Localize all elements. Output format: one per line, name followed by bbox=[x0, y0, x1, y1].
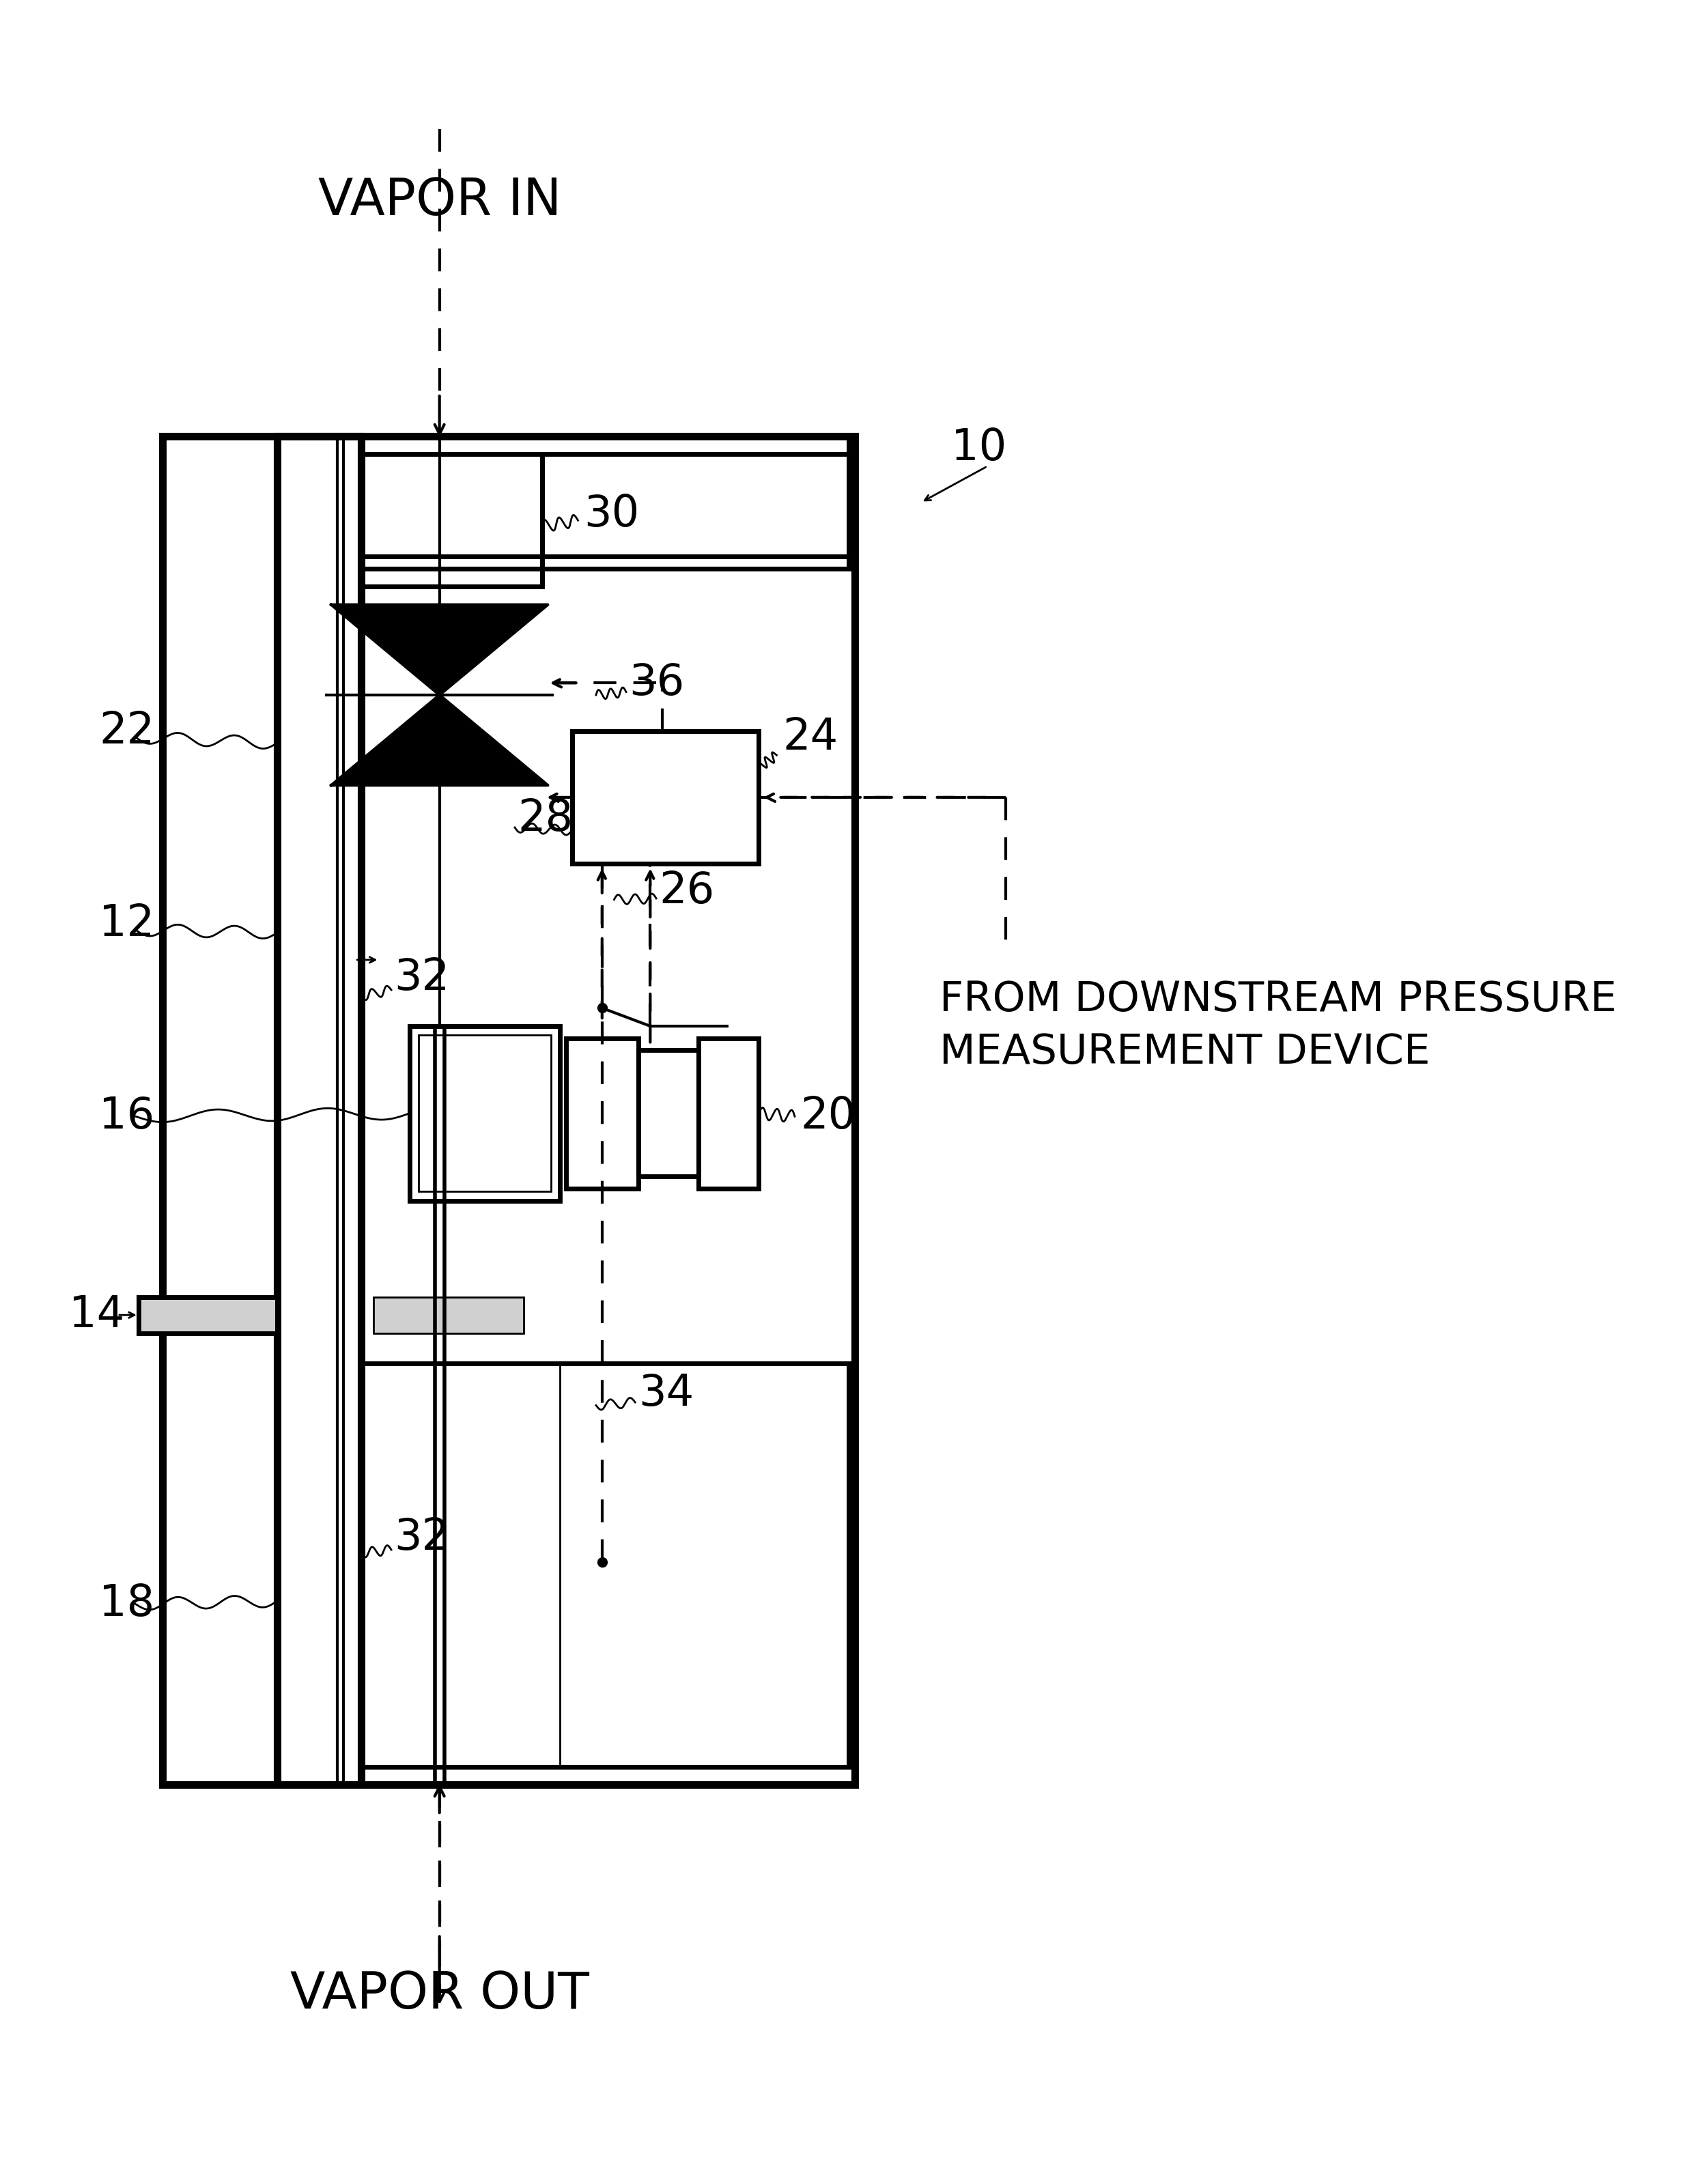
Bar bbox=[698, 1037, 758, 1188]
Bar bbox=[361, 1363, 849, 1767]
Text: 14: 14 bbox=[69, 1293, 124, 1337]
Text: FROM DOWNSTREAM PRESSURE
MEASUREMENT DEVICE: FROM DOWNSTREAM PRESSURE MEASUREMENT DEV… bbox=[940, 978, 1617, 1072]
Bar bbox=[361, 454, 849, 568]
Text: 36: 36 bbox=[629, 662, 684, 703]
Text: 24: 24 bbox=[783, 716, 839, 758]
Text: 10: 10 bbox=[951, 428, 1007, 470]
Text: 30: 30 bbox=[583, 494, 639, 535]
Bar bbox=[410, 1026, 560, 1201]
Polygon shape bbox=[331, 605, 548, 695]
Bar bbox=[373, 1297, 524, 1332]
Bar bbox=[566, 1037, 639, 1188]
Text: 12: 12 bbox=[99, 902, 155, 946]
Bar bbox=[361, 454, 541, 587]
Bar bbox=[572, 732, 758, 863]
Bar bbox=[138, 1297, 277, 1332]
Text: 32: 32 bbox=[395, 957, 451, 998]
Bar bbox=[419, 1035, 551, 1192]
Bar bbox=[361, 1363, 560, 1767]
Text: 18: 18 bbox=[99, 1583, 155, 1625]
Text: 20: 20 bbox=[800, 1094, 856, 1138]
Text: VAPOR IN: VAPOR IN bbox=[318, 177, 561, 227]
Bar bbox=[361, 437, 849, 557]
Text: 32: 32 bbox=[395, 1516, 451, 1559]
Text: 34: 34 bbox=[639, 1372, 694, 1415]
Text: 22: 22 bbox=[99, 710, 155, 751]
Text: 26: 26 bbox=[659, 869, 714, 911]
Text: 28: 28 bbox=[518, 797, 573, 839]
Text: VAPOR OUT: VAPOR OUT bbox=[291, 1970, 588, 2020]
Bar bbox=[163, 437, 856, 1784]
Polygon shape bbox=[331, 695, 548, 786]
Text: 16: 16 bbox=[99, 1094, 155, 1138]
Bar bbox=[639, 1051, 698, 1177]
Bar bbox=[277, 437, 361, 1784]
